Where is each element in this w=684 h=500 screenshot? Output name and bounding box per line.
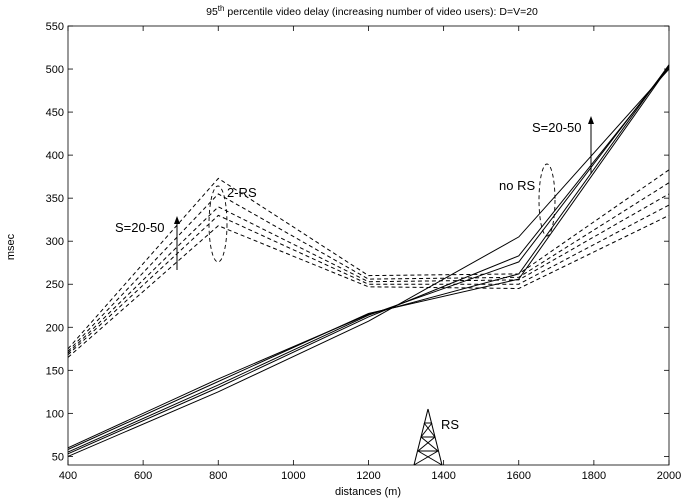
series-lines [67,64,670,457]
series-nors-line-4 [67,66,670,450]
series-2rs-line-1 [67,214,670,358]
annotation-s-right: S=20-50 [532,120,582,135]
series-2rs-line-4 [67,182,670,352]
y-axis-label: msec [5,233,17,260]
y-tick-label: 550 [46,21,64,33]
arrowhead-right [588,116,594,124]
annotation-no-rs: no RS [499,178,535,193]
series-2rs-line-3 [67,193,670,354]
x-tick-label: 1800 [582,470,606,482]
y-axis: 50 100 150 200 250 300 350 400 450 500 550 [46,21,669,463]
y-tick-label: 150 [46,365,64,377]
x-tick-label: 2000 [657,470,681,482]
y-tick-label: 400 [46,150,64,162]
y-tick-label: 450 [46,107,64,119]
x-tick-label: 600 [134,470,152,482]
x-tick-label: 1000 [281,470,305,482]
y-tick-label: 200 [46,322,64,334]
ellipse-no-rs [538,163,556,237]
x-axis: 400 600 800 1000 1200 1400 1600 1800 2000 [59,26,681,482]
x-tick-label: 1200 [356,470,380,482]
chart-title: 95th percentile video delay (increasing … [206,4,538,18]
rs-tower-icon [413,408,443,466]
annotation-rs: RS [441,417,459,432]
series-nors-line-1 [67,68,670,457]
x-axis-label: distances (m) [335,486,401,498]
y-tick-label: 300 [46,236,64,248]
x-tick-label: 1600 [507,470,531,482]
y-tick-label: 350 [46,193,64,205]
y-tick-label: 50 [52,451,64,463]
annotation-s-left: S=20-50 [115,220,165,235]
x-tick-label: 400 [59,470,77,482]
series-nors-line-2 [67,66,670,455]
y-tick-label: 500 [46,64,64,76]
y-tick-label: 100 [46,408,64,420]
chart-title-prefix: 95 [206,6,218,18]
ellipse-two-rs [208,185,228,263]
annotations: RS 2-RS no RS S=20-50 S=20-50 [115,116,594,466]
chart-title-rest: percentile video delay (increasing numbe… [224,6,538,18]
annotation-two-rs: 2-RS [227,185,257,200]
series-nors-line-3 [67,65,670,453]
y-tick-label: 250 [46,279,64,291]
chart-title-superscript: th [218,4,225,13]
x-tick-label: 800 [209,470,227,482]
series-2rs-line-5 [67,169,670,350]
series-nors-line-5 [67,64,670,449]
series-2rs-line-2 [67,204,670,356]
arrowhead-left [174,216,180,224]
x-tick-label: 1400 [431,470,455,482]
